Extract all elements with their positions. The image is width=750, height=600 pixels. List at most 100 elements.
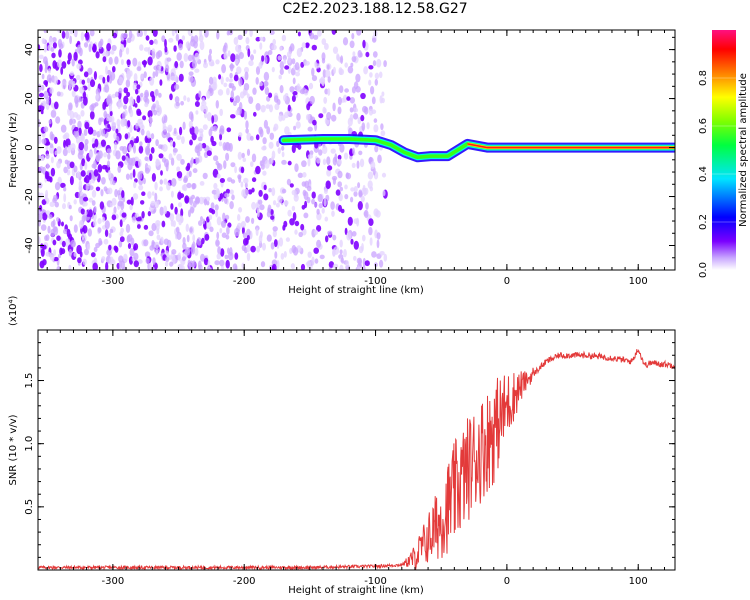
noise-speckle <box>150 147 155 154</box>
noise-speckle <box>42 259 47 266</box>
noise-speckle <box>174 61 179 69</box>
noise-speckle <box>321 52 326 61</box>
noise-speckle <box>159 206 164 216</box>
noise-speckle <box>211 140 217 147</box>
noise-speckle <box>98 74 104 80</box>
noise-speckle <box>271 44 277 51</box>
noise-speckle <box>202 124 208 130</box>
noise-speckle <box>154 88 159 97</box>
noise-speckle <box>295 71 300 77</box>
noise-speckle <box>184 197 189 203</box>
noise-speckle <box>93 71 97 80</box>
noise-speckle <box>293 247 299 256</box>
noise-speckle <box>339 186 343 192</box>
noise-speckle <box>337 170 343 179</box>
noise-speckle <box>50 156 54 164</box>
noise-speckle <box>358 189 363 198</box>
spectrogram-xtick-label: -300 <box>102 276 125 287</box>
noise-speckle <box>208 53 212 62</box>
noise-speckle <box>226 226 230 235</box>
noise-speckle <box>91 189 97 198</box>
noise-speckle <box>230 162 236 168</box>
noise-speckle <box>186 97 190 103</box>
noise-speckle <box>106 116 111 122</box>
noise-speckle <box>80 133 85 141</box>
noise-speckle <box>186 234 190 243</box>
noise-speckle <box>151 191 155 196</box>
noise-speckle <box>171 249 177 255</box>
noise-speckle <box>89 79 96 88</box>
noise-speckle <box>368 226 373 236</box>
noise-speckle <box>50 109 57 118</box>
noise-speckle <box>119 48 123 58</box>
noise-speckle <box>49 131 54 141</box>
noise-speckle <box>176 52 182 61</box>
noise-speckle <box>323 188 328 194</box>
noise-speckle <box>319 254 325 260</box>
noise-speckle <box>177 171 183 179</box>
noise-speckle <box>137 118 143 125</box>
noise-speckle <box>149 116 153 124</box>
noise-speckle <box>222 212 226 221</box>
noise-speckle <box>120 260 125 270</box>
noise-speckle <box>356 160 360 169</box>
noise-speckle <box>54 182 61 191</box>
noise-speckle <box>176 231 182 240</box>
noise-speckle <box>78 219 84 229</box>
noise-speckle <box>327 76 331 83</box>
noise-speckle <box>255 227 259 236</box>
noise-speckle <box>279 46 283 52</box>
noise-speckle <box>357 117 362 125</box>
noise-speckle <box>227 247 230 255</box>
noise-speckle <box>322 106 327 114</box>
noise-speckle <box>248 60 254 67</box>
noise-speckle <box>159 179 163 185</box>
noise-speckle <box>372 60 377 67</box>
noise-speckle <box>301 160 307 168</box>
noise-speckle <box>68 264 72 270</box>
noise-speckle <box>233 74 239 82</box>
noise-speckle <box>278 237 284 247</box>
noise-speckle <box>283 94 287 102</box>
noise-speckle <box>199 181 205 186</box>
noise-speckle <box>120 227 125 233</box>
noise-speckle <box>70 143 76 151</box>
noise-speckle <box>321 207 325 214</box>
noise-speckle <box>43 56 48 65</box>
noise-speckle <box>73 199 77 205</box>
noise-speckle <box>313 34 319 40</box>
noise-speckle <box>287 209 292 217</box>
noise-speckle <box>56 235 61 241</box>
noise-speckle <box>183 183 188 192</box>
noise-speckle <box>190 246 196 255</box>
noise-speckle <box>123 87 129 94</box>
noise-speckle <box>199 130 204 138</box>
noise-speckle <box>77 44 82 54</box>
noise-speckle <box>52 37 57 43</box>
noise-speckle <box>61 221 64 227</box>
noise-speckle <box>312 119 317 126</box>
noise-speckle <box>255 77 259 85</box>
noise-speckle <box>136 84 141 90</box>
noise-speckle <box>155 159 161 166</box>
noise-speckle <box>165 64 170 73</box>
noise-speckle <box>245 120 249 130</box>
noise-speckle <box>234 252 239 260</box>
noise-speckle <box>297 172 304 178</box>
noise-speckle <box>343 249 347 258</box>
noise-speckle <box>94 138 99 148</box>
noise-speckle <box>124 133 129 140</box>
noise-speckle <box>178 43 183 51</box>
noise-speckle <box>52 239 57 246</box>
noise-speckle <box>219 259 225 267</box>
noise-speckle <box>145 257 150 264</box>
noise-speckle <box>55 116 61 124</box>
noise-speckle <box>203 198 208 206</box>
noise-speckle <box>121 190 125 199</box>
noise-speckle <box>200 216 203 222</box>
noise-speckle <box>171 30 175 37</box>
noise-speckle <box>197 260 202 270</box>
noise-speckle <box>266 126 271 135</box>
noise-speckle <box>167 124 173 132</box>
